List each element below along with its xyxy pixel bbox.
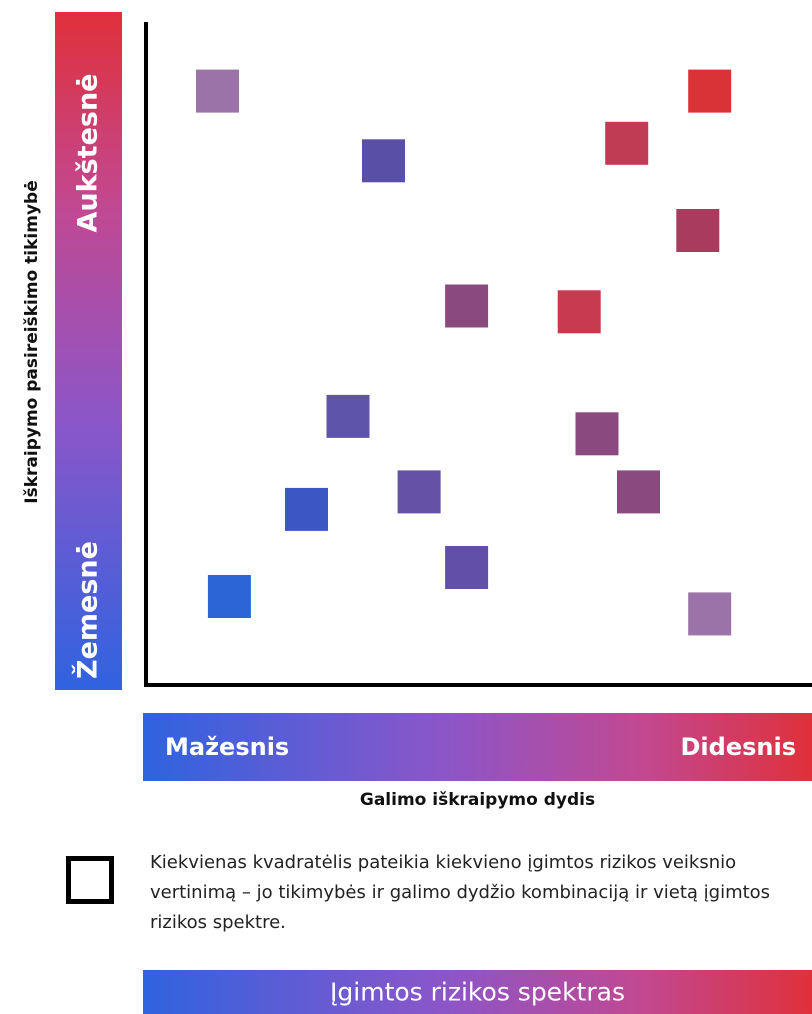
risk-factor-square-12: [285, 487, 328, 531]
risk-factor-square-4: [362, 139, 405, 183]
risk-factor-square-7: [557, 290, 601, 334]
legend-square-icon: [66, 856, 114, 904]
y-low-label-text: Žemesnė: [72, 541, 104, 679]
risk-factor-square-14: [207, 575, 251, 618]
risk-factor-square-6: [445, 284, 489, 328]
spectrum-bar: Įgimtos rizikos spektras: [143, 970, 812, 1014]
y-gradient-bar: Aukštesnė Žemesnė: [55, 12, 122, 690]
y-high-label-text: Aukštesnė: [72, 73, 104, 233]
x-high-label: Didesnis: [680, 733, 797, 761]
plot-area: [144, 22, 812, 687]
risk-factor-square-1: [196, 69, 239, 113]
risk-factor-square-9: [575, 412, 619, 456]
risk-factor-square-5: [676, 209, 720, 252]
y-axis-title-text: Iškraipymo pasireiškimo tikimybė: [22, 180, 42, 504]
risk-factor-square-3: [605, 121, 649, 165]
risk-factor-square-10: [397, 470, 441, 514]
risk-factor-square-15: [688, 592, 732, 636]
risk-factor-square-8: [326, 394, 370, 438]
x-axis-title: Galimo iškraipymo dydis: [359, 790, 596, 810]
risk-factor-square-2: [688, 69, 732, 113]
risk-factor-square-11: [617, 470, 660, 514]
x-low-label: Mažesnis: [165, 733, 290, 761]
plot-svg: [196, 69, 732, 636]
x-gradient-bar: Mažesnis Didesnis: [143, 713, 812, 781]
spectrum-label: Įgimtos rizikos spektras: [330, 977, 625, 1007]
risk-factor-square-13: [445, 546, 489, 589]
legend-text: Kiekvienas kvadratėlis pateikia kiekvien…: [150, 852, 771, 933]
